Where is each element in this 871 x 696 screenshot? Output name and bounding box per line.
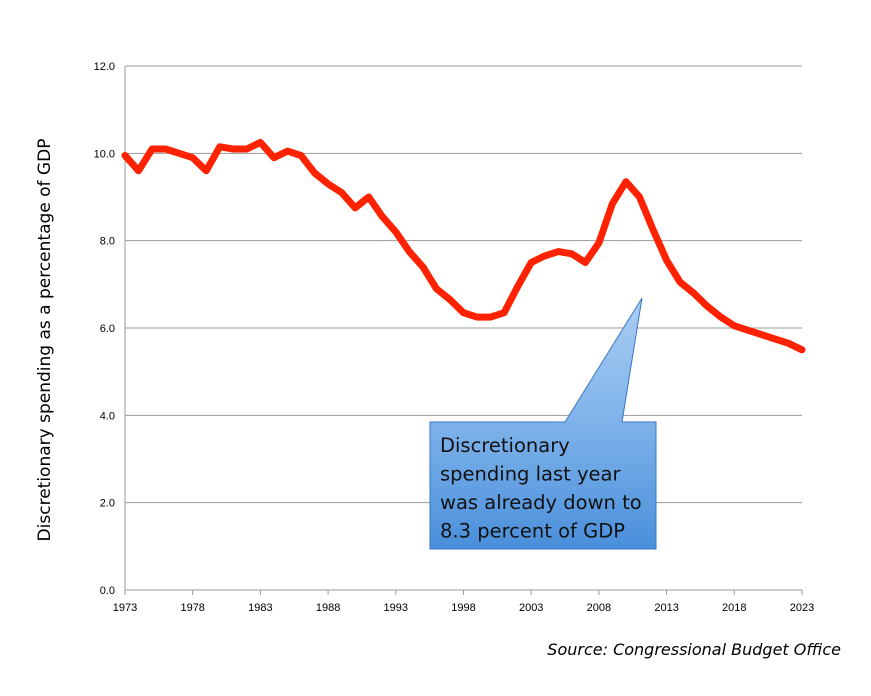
data-point <box>774 338 776 340</box>
data-point <box>463 312 464 314</box>
data-point <box>517 286 519 287</box>
y-tick-labels: 0.0 2.0 4.0 6.0 8.0 10.0 12.0 <box>94 61 115 597</box>
data-point <box>395 231 397 233</box>
y-tick-label: 10.0 <box>94 148 115 160</box>
data-point <box>747 329 749 331</box>
annotation-callout: Discretionary spending last year was alrea… <box>429 297 657 550</box>
data-point <box>408 251 410 253</box>
x-tick-label: 2023 <box>790 602 814 614</box>
x-tick-label: 1973 <box>113 602 137 614</box>
data-point <box>598 242 600 244</box>
data-point <box>706 305 708 307</box>
data-point <box>314 172 316 174</box>
data-point <box>652 229 654 231</box>
data-point <box>422 266 424 268</box>
data-point <box>733 325 735 327</box>
data-point <box>760 334 762 336</box>
data-point <box>327 183 329 185</box>
data-point <box>449 299 451 301</box>
data-point <box>530 262 532 263</box>
x-tick-label: 2013 <box>654 602 678 614</box>
x-tick-label: 1978 <box>180 602 204 614</box>
data-point <box>611 203 613 205</box>
data-point <box>178 152 180 154</box>
data-point <box>503 312 505 314</box>
data-point <box>368 196 370 198</box>
data-point <box>557 251 559 253</box>
x-tick-label: 2008 <box>587 602 611 614</box>
data-point <box>584 262 586 263</box>
data-point <box>490 316 492 318</box>
y-tick-label: 6.0 <box>100 323 115 335</box>
data-point <box>544 255 546 257</box>
data-point <box>138 170 139 172</box>
data-point <box>165 148 167 150</box>
data-point <box>151 148 153 150</box>
x-tick-label: 2018 <box>722 602 746 614</box>
data-point <box>232 148 234 150</box>
data-point <box>720 316 722 318</box>
x-tick-labels: 1973 1978 1983 1988 1993 1998 2003 2008 2013 2018… <box>113 602 814 614</box>
y-tick-label: 12.0 <box>94 61 115 73</box>
callout-text-line: 8.3 percent of GDP <box>440 520 625 543</box>
gridlines <box>125 65 802 591</box>
y-tick-label: 8.0 <box>100 236 115 248</box>
y-tick-label: 2.0 <box>100 498 115 510</box>
data-point <box>571 253 573 255</box>
data-point <box>287 150 288 152</box>
x-tick-label: 1993 <box>384 602 408 614</box>
data-point <box>354 207 356 209</box>
data-point <box>435 288 437 290</box>
data-point <box>381 216 383 218</box>
x-tick-label: 1988 <box>316 602 340 614</box>
series-line <box>121 138 806 354</box>
data-point <box>205 170 207 172</box>
data-point <box>788 342 789 344</box>
callout-text-line: Discretionary <box>440 434 570 457</box>
data-point <box>124 155 126 156</box>
data-point <box>246 148 248 150</box>
data-point <box>192 157 194 159</box>
callout-text-line: spending last year <box>440 463 621 486</box>
series-discretionary-spending <box>121 138 806 354</box>
data-point <box>341 192 343 194</box>
y-axis-label: Discretionary spending as a percentage o… <box>35 139 55 542</box>
x-tick-label: 2003 <box>519 602 543 614</box>
x-tick-label: 1998 <box>451 602 475 614</box>
data-point <box>679 281 681 283</box>
x-tick-label: 1983 <box>248 602 272 614</box>
data-point <box>693 292 695 294</box>
data-point <box>801 349 803 351</box>
data-point <box>476 316 478 318</box>
data-point <box>639 196 640 198</box>
y-tick-label: 4.0 <box>100 410 115 422</box>
data-point <box>273 157 275 159</box>
data-point <box>219 146 221 148</box>
source-note: Source: Congressional Budget Office <box>547 640 841 659</box>
data-point <box>666 259 668 261</box>
callout-text-line: was already down to <box>440 491 642 514</box>
data-point <box>300 155 302 156</box>
data-point <box>625 181 627 183</box>
callout-bubble <box>429 297 657 550</box>
data-point <box>259 141 261 143</box>
y-tick-label: 0.0 <box>100 585 115 597</box>
